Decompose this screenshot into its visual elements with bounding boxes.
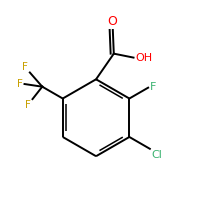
Text: O: O [107, 15, 117, 28]
Text: F: F [22, 62, 28, 72]
Text: F: F [25, 100, 31, 110]
Text: F: F [17, 79, 23, 89]
Text: F: F [150, 82, 156, 92]
Text: Cl: Cl [152, 150, 163, 160]
Text: OH: OH [136, 53, 153, 63]
